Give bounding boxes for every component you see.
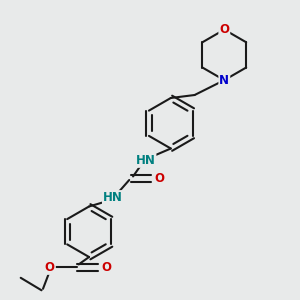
Text: O: O (219, 23, 229, 36)
Text: O: O (154, 172, 164, 185)
Text: HN: HN (103, 191, 123, 204)
Text: O: O (45, 261, 55, 274)
Text: O: O (101, 261, 111, 274)
Text: HN: HN (136, 154, 155, 167)
Text: N: N (219, 74, 229, 87)
